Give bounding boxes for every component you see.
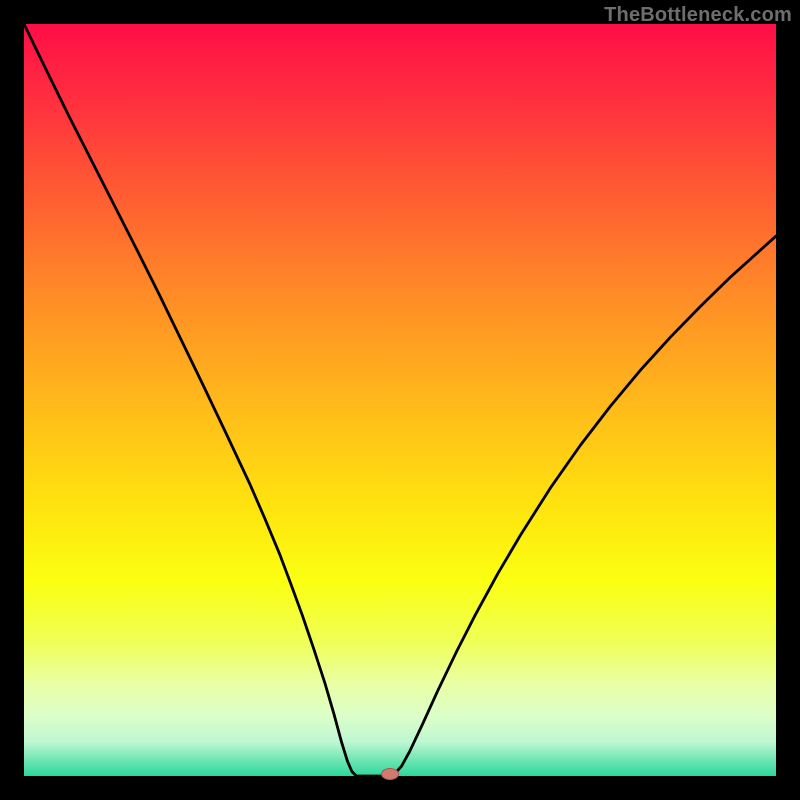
plot-background [24, 24, 776, 776]
watermark-text: TheBottleneck.com [604, 4, 792, 27]
optimal-point-marker [381, 768, 399, 780]
chart-container: TheBottleneck.com [0, 0, 800, 800]
gradient-plot [24, 24, 776, 776]
